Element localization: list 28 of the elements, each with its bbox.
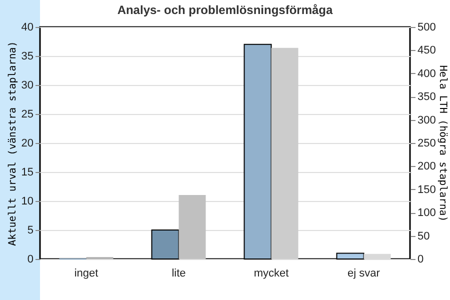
y2-axis-title: Hela LTH (högra staplarna): [436, 65, 448, 222]
y2-tick-label: 0: [418, 254, 424, 266]
y2-tick-label: 400: [418, 68, 436, 80]
x-tick-label: ej svar: [348, 268, 380, 280]
y2-tick-label: 50: [418, 230, 430, 242]
y-tick-label: 20: [21, 138, 34, 150]
y-tick-label: 40: [21, 22, 34, 34]
y2-tick-label: 350: [418, 91, 436, 104]
y-tick-label: 30: [21, 80, 34, 92]
x-tick-label: mycket: [254, 268, 289, 280]
y2-tick-label: 100: [418, 207, 436, 220]
chart-title: Analys- och problemlösningsförmåga: [117, 3, 334, 17]
y2-tick-label: 300: [418, 114, 436, 126]
y-tick-label: 10: [21, 196, 34, 208]
x-tick-label: inget: [74, 268, 98, 280]
y-tick-label: 25: [21, 108, 34, 120]
y2-tick-label: 250: [418, 138, 436, 150]
y2-tick-label: 200: [418, 160, 436, 173]
y2-tick-label: 450: [418, 44, 436, 57]
bar: [178, 194, 206, 259]
y-tick-label: 5: [27, 224, 34, 236]
y-tick-label: 15: [21, 166, 34, 178]
y-tick-label: 0: [27, 254, 34, 266]
y-tick-label: 35: [21, 50, 34, 62]
x-tick-label: lite: [172, 268, 186, 280]
y2-tick-label: 150: [418, 184, 436, 196]
y-axis-title: Aktuellt urval (vänstra staplarna): [7, 41, 18, 246]
y2-tick-label: 500: [418, 22, 436, 34]
